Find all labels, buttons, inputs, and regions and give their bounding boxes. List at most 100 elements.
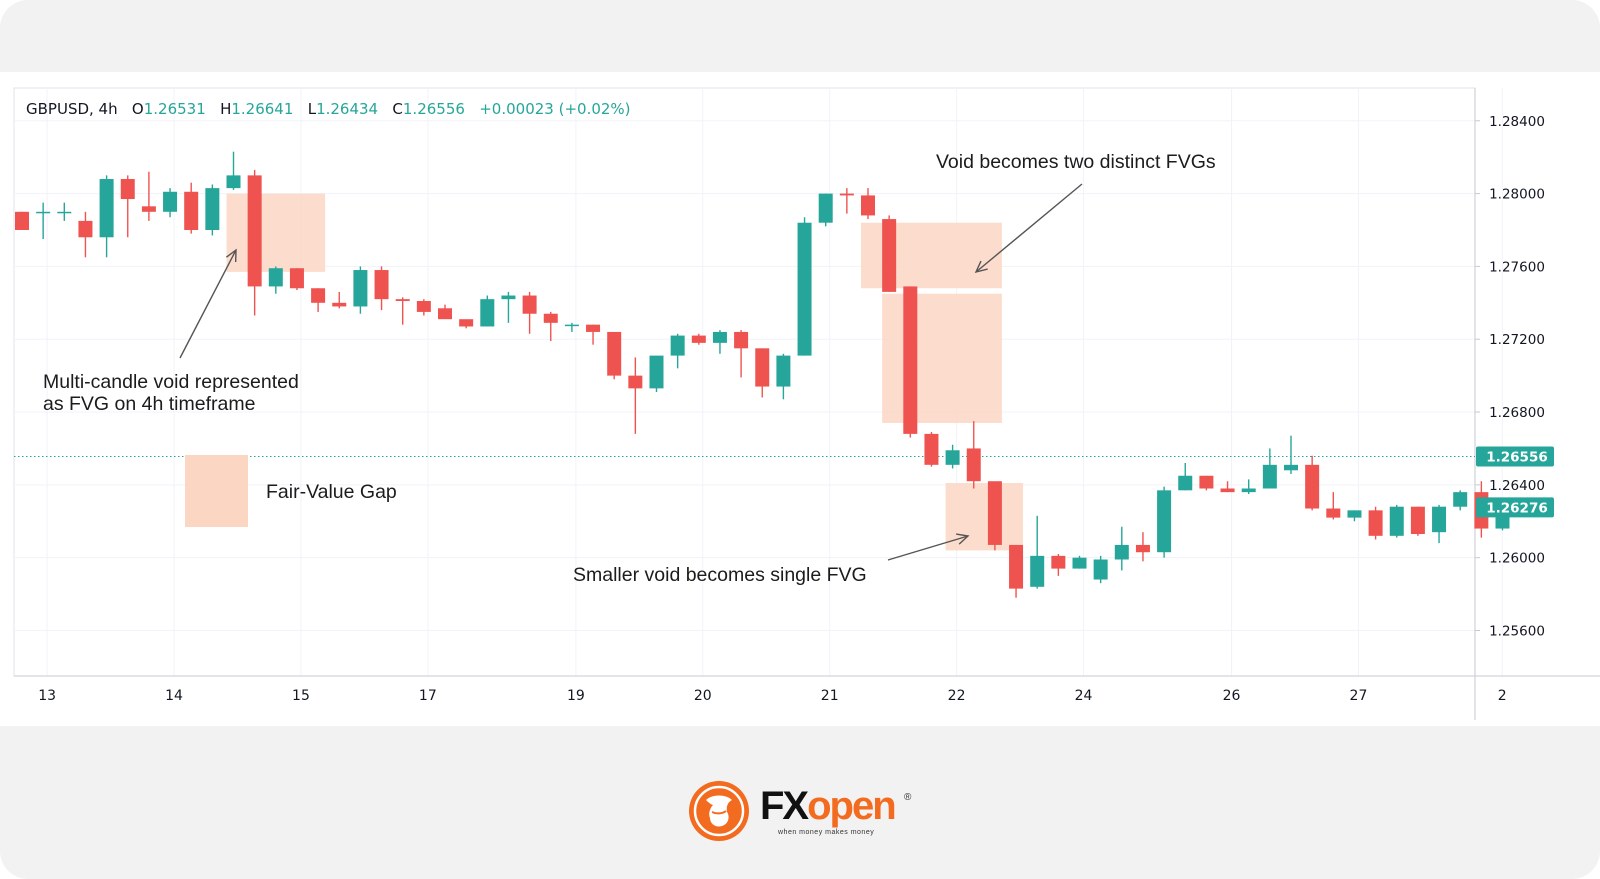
candle-down — [1220, 488, 1235, 493]
candle-down — [15, 211, 29, 230]
fvg-zone — [882, 293, 1002, 423]
candle-down — [1305, 464, 1320, 509]
candle-up — [1072, 557, 1087, 569]
price-tag-label: 1.26556 — [1486, 449, 1548, 465]
candle-up — [1432, 506, 1447, 533]
brand-fx: FX — [760, 784, 809, 828]
candle-up — [1093, 559, 1108, 580]
chart-area: 13 14 15 17 19 20 21 22 24 26 27 2 1.28400 1.28000 1.2… — [0, 72, 1600, 726]
candle-down — [1368, 510, 1383, 536]
candle-up — [353, 270, 368, 307]
annotation-two-fvgs: Void becomes two distinct FVGs — [936, 151, 1216, 173]
candle-up — [205, 188, 220, 230]
legend-fvg-label: Fair-Value Gap — [266, 481, 397, 503]
fvg-zone — [861, 222, 1002, 289]
x-tick-label: 17 — [419, 688, 437, 704]
fxopen-logo: FXopen ® when money makes money — [686, 778, 926, 844]
high-label: H — [220, 100, 232, 118]
low-label: L — [307, 100, 317, 118]
candle-down — [882, 219, 897, 292]
candle-up — [163, 191, 178, 212]
price-tag-label: 1.26276 — [1486, 500, 1548, 516]
candle-down — [903, 286, 918, 434]
candle-up — [1347, 510, 1362, 518]
price-tag — [1476, 446, 1554, 467]
candle-up — [1030, 555, 1045, 587]
candle-up — [776, 355, 791, 387]
arrow-multi-candle — [179, 249, 237, 359]
candle-up — [1389, 506, 1404, 536]
candle-up — [36, 211, 51, 214]
x-tick-label: 20 — [694, 688, 712, 704]
y-tick-label: 1.26400 — [1489, 478, 1545, 494]
arrow-multi-candle-head — [225, 248, 237, 263]
candle-down — [586, 324, 601, 332]
x-tick-label: 24 — [1075, 688, 1093, 704]
fvg-zone — [945, 483, 1024, 551]
brand-open: open — [807, 784, 897, 828]
candle-down — [289, 268, 304, 289]
candle-down — [755, 348, 770, 387]
open-value: 1.26531 — [143, 100, 206, 118]
x-tick-label: 2 — [1498, 688, 1507, 704]
brand-tagline: when money makes money — [778, 829, 875, 836]
candle-up — [1114, 544, 1129, 560]
arrow-single-fvg — [887, 535, 969, 561]
candle-down — [374, 270, 389, 300]
candle-up — [1241, 488, 1256, 493]
candle-up — [480, 299, 495, 327]
fvg-zone — [226, 193, 326, 272]
bull-emblem-icon — [689, 781, 749, 841]
candle-down — [78, 220, 93, 238]
candlestick-chart: 13 14 15 17 19 20 21 22 24 26 27 2 1.28400 1.28000 1.2… — [13, 87, 1600, 720]
candle-up — [1453, 492, 1468, 507]
candle-up — [226, 175, 241, 189]
arrow-two-fvgs-head — [974, 260, 988, 274]
candle-down — [395, 299, 410, 301]
candle-up — [1157, 490, 1172, 553]
candle-down — [1199, 475, 1214, 489]
candle-up — [797, 222, 812, 356]
candle-down — [966, 448, 981, 482]
candle-up — [818, 193, 833, 223]
candle-down — [734, 331, 749, 349]
y-tick-label: 1.28400 — [1489, 114, 1545, 130]
y-tick-label: 1.27600 — [1489, 259, 1545, 275]
x-tick-label: 27 — [1350, 688, 1368, 704]
candle-up — [1262, 464, 1277, 489]
x-tick-label: 26 — [1223, 688, 1241, 704]
candle-down — [861, 195, 875, 216]
candle-up — [1284, 464, 1298, 471]
candle-down — [332, 302, 347, 307]
open-label: O — [131, 100, 144, 118]
x-tick-label: 22 — [948, 688, 966, 704]
close-value: 1.26556 — [402, 100, 465, 118]
registered-mark: ® — [904, 792, 912, 803]
candle-down — [1051, 555, 1066, 569]
candle-down — [987, 481, 1002, 545]
annotation-multi-candle-line1: Multi-candle void represented — [43, 371, 299, 393]
annotation-multi-candle-line2: as FVG on 4h timeframe — [43, 393, 255, 415]
arrow-single-fvg-head — [956, 533, 970, 545]
x-tick-label: 15 — [292, 688, 310, 704]
candle-up — [649, 355, 664, 389]
high-value: 1.26641 — [231, 100, 294, 118]
candle-down — [438, 308, 452, 320]
y-tick-label: 1.27200 — [1489, 332, 1545, 348]
candle-down — [924, 433, 939, 465]
candle-down — [628, 375, 643, 389]
candle-down — [1410, 506, 1425, 535]
ohlc-legend: GBPUSD, 4h O1.26531 H1.26641 L1.26434 C1… — [26, 100, 631, 118]
candle-down — [1009, 544, 1024, 589]
y-tick-label: 1.25600 — [1489, 623, 1545, 639]
y-tick-label: 1.26000 — [1489, 551, 1545, 567]
x-tick-label: 14 — [165, 688, 183, 704]
candle-up — [57, 211, 72, 214]
candle-down — [691, 335, 706, 343]
candle-up — [945, 450, 960, 465]
price-tag — [1476, 497, 1554, 518]
candle-down — [141, 206, 156, 212]
legend-fvg-swatch — [185, 455, 248, 527]
candle-up — [564, 324, 579, 327]
change-value: +0.00023 (+0.02%) — [479, 100, 631, 118]
